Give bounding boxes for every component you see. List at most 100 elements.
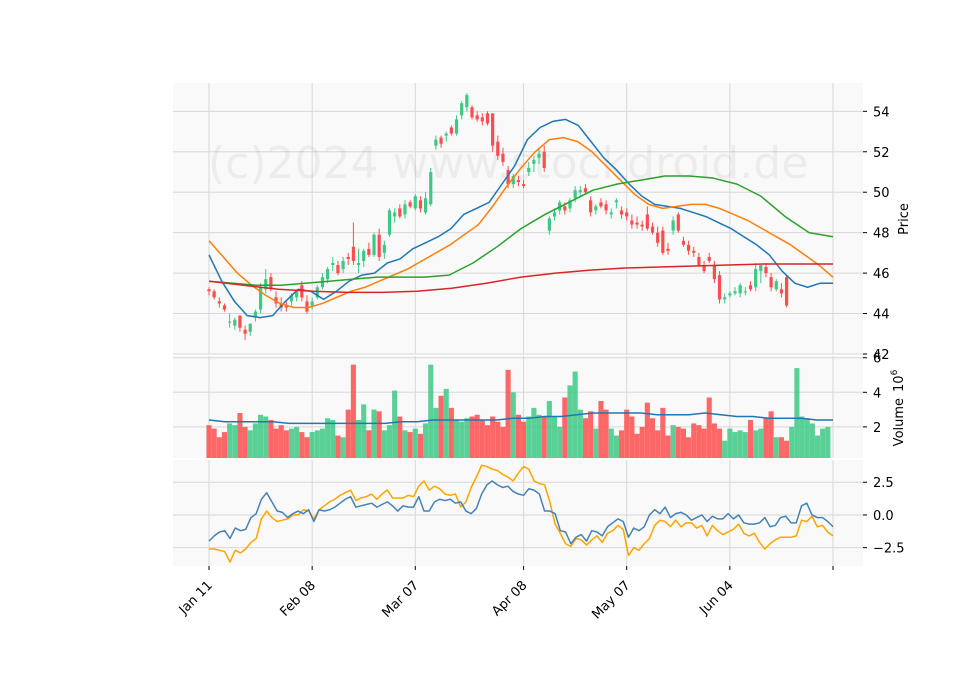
- volume-bar: [283, 430, 289, 458]
- candle-body: [527, 167, 531, 172]
- candle-body: [712, 265, 716, 280]
- volume-bar: [247, 430, 253, 458]
- candle-body: [521, 184, 526, 187]
- volume-bar: [644, 402, 650, 458]
- volume-bar: [557, 426, 563, 458]
- candle-body: [754, 269, 758, 288]
- volume-bar: [588, 411, 594, 458]
- volume-bar: [680, 428, 686, 458]
- candle-body: [769, 277, 773, 288]
- candle-body: [496, 141, 500, 156]
- volume-bar: [794, 368, 800, 458]
- volume-bar: [753, 430, 759, 458]
- volume-bar: [582, 418, 589, 458]
- candle-body: [645, 214, 649, 229]
- candle-body: [356, 262, 361, 266]
- candle-body: [604, 204, 608, 211]
- candle-body: [759, 265, 763, 272]
- candle-body: [516, 180, 521, 183]
- price-panel-background: [173, 83, 863, 354]
- candle-body: [491, 113, 495, 146]
- price-axis-tick-label: 46: [873, 267, 890, 282]
- volume-bar: [742, 432, 748, 458]
- volume-bar: [417, 433, 423, 458]
- candle-body: [532, 159, 536, 164]
- candle-body: [537, 153, 541, 158]
- volume-bar: [443, 388, 449, 458]
- volume-bar: [227, 423, 233, 458]
- volume-bar: [820, 428, 826, 458]
- volume-bar: [727, 428, 733, 458]
- price-axis-tick-label: 48: [873, 227, 890, 242]
- candle-body: [748, 285, 753, 290]
- volume-bar: [474, 414, 480, 458]
- candle-body: [728, 293, 732, 296]
- volume-bar: [691, 423, 697, 458]
- volume-bar: [716, 428, 723, 458]
- volume-bar: [242, 426, 248, 458]
- volume-bar: [299, 432, 305, 458]
- candle-body: [413, 196, 417, 209]
- volume-bar: [515, 414, 521, 458]
- candle-body: [449, 127, 453, 134]
- candle-body: [501, 153, 505, 162]
- volume-bar: [526, 416, 532, 458]
- candle-body: [362, 250, 366, 261]
- candle-body: [733, 291, 737, 294]
- volume-bar: [479, 419, 485, 458]
- candle-body: [671, 220, 675, 231]
- candle-body: [573, 190, 577, 199]
- candle-body: [393, 212, 397, 217]
- candle-body: [738, 285, 742, 294]
- volume-axis-tick-label: 4: [873, 386, 881, 401]
- candle-body: [707, 256, 711, 261]
- price-axis-label: Price: [897, 203, 912, 235]
- volume-bar: [809, 423, 815, 458]
- price-axis-tick-label: 42: [873, 348, 890, 363]
- volume-bar: [768, 411, 774, 458]
- volume-bar: [778, 437, 784, 458]
- candle-body: [258, 287, 263, 310]
- volume-bar: [464, 418, 470, 458]
- candle-body: [212, 291, 216, 298]
- volume-bar: [814, 435, 821, 458]
- candle-body: [429, 171, 433, 205]
- volume-bar: [701, 428, 707, 458]
- candle-body: [702, 265, 706, 272]
- candle-body: [315, 287, 319, 298]
- volume-bar: [562, 397, 568, 458]
- x-axis-tick-label: Feb 08: [277, 578, 319, 620]
- candle-body: [552, 212, 557, 217]
- candle-body: [331, 262, 335, 266]
- volume-axis-tick-label: 6: [873, 352, 881, 367]
- volume-bar: [366, 430, 372, 458]
- volume-bar: [546, 400, 552, 458]
- candle-body: [656, 232, 660, 243]
- volume-bar: [448, 407, 454, 458]
- volume-bar: [675, 426, 681, 458]
- volume-bar: [613, 435, 619, 458]
- candle-body: [666, 248, 670, 251]
- candle-body: [248, 323, 252, 332]
- candle-body: [398, 208, 402, 217]
- candle-body: [238, 315, 242, 328]
- candle-body: [635, 222, 639, 225]
- volume-bar: [665, 435, 671, 458]
- volume-bar: [361, 404, 367, 458]
- volume-bar: [608, 428, 614, 458]
- candle-body: [542, 151, 546, 168]
- volume-bar: [789, 426, 795, 458]
- volume-bar: [763, 418, 769, 458]
- candle-body: [284, 305, 288, 308]
- volume-bar: [639, 426, 645, 458]
- volume-bar: [304, 437, 310, 458]
- volume-bar: [758, 428, 764, 458]
- x-axis-tick-label: May 07: [589, 578, 633, 622]
- volume-axis-label: Volume106: [890, 369, 907, 446]
- candle-body: [289, 295, 294, 302]
- candle-body: [589, 200, 593, 213]
- volume-bar: [335, 435, 341, 458]
- candle-body: [207, 289, 211, 292]
- candle-body: [619, 210, 624, 215]
- volume-bar: [603, 409, 609, 458]
